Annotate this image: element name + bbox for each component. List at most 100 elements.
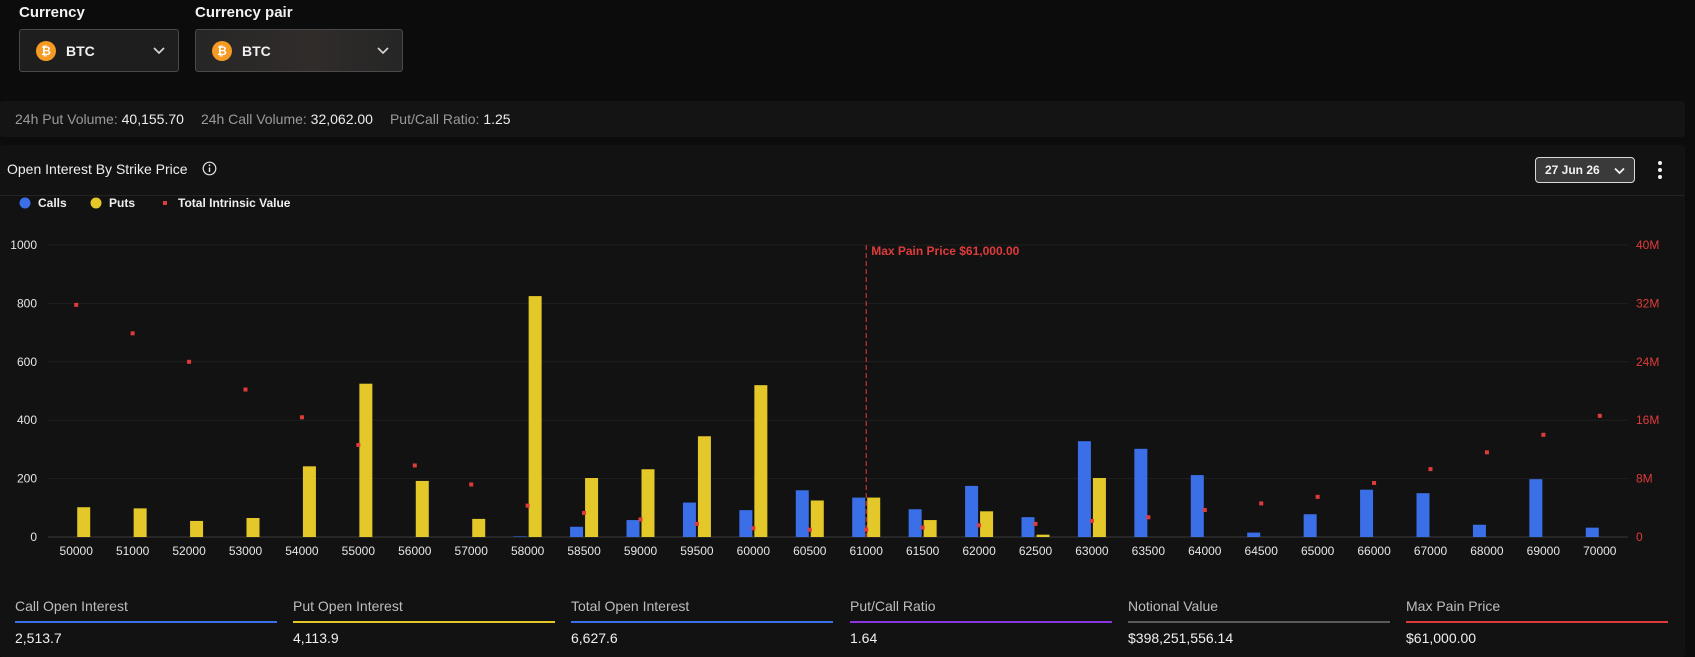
x-tick-label: 66000 bbox=[1357, 544, 1391, 558]
metric-label: Max Pain Price bbox=[1406, 598, 1501, 614]
intrinsic-point bbox=[1484, 450, 1489, 455]
x-tick-label: 67000 bbox=[1414, 544, 1448, 558]
metric-label: Call Open Interest bbox=[15, 598, 128, 614]
summary-metrics: Call Open Interest 2,513.7 Put Open Inte… bbox=[0, 590, 1695, 657]
x-tick-label: 60000 bbox=[737, 544, 771, 558]
intrinsic-point bbox=[1597, 413, 1602, 418]
x-tick-label: 61500 bbox=[906, 544, 940, 558]
intrinsic-point bbox=[356, 443, 361, 448]
x-tick-label: 65000 bbox=[1301, 544, 1335, 558]
x-tick-label: 63000 bbox=[1075, 544, 1109, 558]
metric-value: 6,627.6 bbox=[571, 630, 618, 646]
metric-label: Total Open Interest bbox=[571, 598, 690, 614]
currency-pair-label: Currency pair bbox=[195, 4, 293, 21]
currency-label: Currency bbox=[19, 4, 85, 21]
intrinsic-value-points bbox=[74, 302, 1602, 532]
metric-underline bbox=[15, 621, 277, 623]
intrinsic-point bbox=[638, 517, 643, 522]
x-tick-label: 64500 bbox=[1245, 544, 1279, 558]
metric-label: Notional Value bbox=[1128, 598, 1219, 614]
call-bar bbox=[570, 526, 584, 537]
y-tick-label: 600 bbox=[17, 355, 37, 369]
x-tick-label: 62500 bbox=[1019, 544, 1053, 558]
intrinsic-point bbox=[130, 331, 135, 336]
x-tick-label: 54000 bbox=[285, 544, 319, 558]
put-bar bbox=[415, 480, 429, 537]
intrinsic-point bbox=[74, 302, 79, 307]
max-pain-label: Max Pain Price $61,000.00 bbox=[871, 244, 1019, 258]
intrinsic-point bbox=[1259, 501, 1264, 506]
expiry-date-label: 27 Jun 26 bbox=[1545, 163, 1600, 177]
metric-put-open-interest: Put Open Interest 4,113.9 bbox=[293, 598, 555, 646]
x-tick-label: 57000 bbox=[455, 544, 489, 558]
call-bar bbox=[908, 509, 922, 537]
intrinsic-point bbox=[469, 482, 474, 487]
y2-tick-label: 0 bbox=[1636, 530, 1643, 544]
chart-grid bbox=[48, 244, 1628, 538]
legend-calls-label: Calls bbox=[38, 196, 67, 210]
currency-pair-dropdown[interactable]: ₿ BTC bbox=[195, 29, 403, 72]
intrinsic-point bbox=[187, 359, 192, 364]
intrinsic-point bbox=[751, 526, 756, 531]
currency-dropdown[interactable]: ₿ BTC bbox=[19, 29, 179, 72]
call-volume-stat: 24h Call Volume: 32,062.00 bbox=[200, 111, 373, 127]
metric-value: 2,513.7 bbox=[15, 630, 62, 646]
legend-intrinsic-label: Total Intrinsic Value bbox=[178, 196, 291, 210]
metric-underline bbox=[1406, 621, 1668, 623]
put-bar bbox=[528, 296, 542, 537]
volume-stats-bar: 24h Put Volume: 40,155.70 24h Call Volum… bbox=[0, 101, 1685, 137]
call-bar bbox=[1585, 527, 1599, 537]
intrinsic-point bbox=[525, 503, 530, 508]
more-options-icon[interactable] bbox=[1650, 158, 1670, 182]
open-interest-chart: Calls Puts Total Intrinsic Value 1000 800 60… bbox=[10, 196, 1659, 558]
x-tick-label: 70000 bbox=[1583, 544, 1617, 558]
put-bar bbox=[246, 518, 260, 537]
call-bar bbox=[1529, 479, 1543, 537]
legend-puts-swatch bbox=[90, 197, 102, 209]
metric-underline bbox=[571, 621, 833, 623]
x-tick-label: 68000 bbox=[1470, 544, 1504, 558]
chart-legend: Calls Puts Total Intrinsic Value bbox=[19, 196, 291, 210]
chart-bars bbox=[77, 296, 1599, 537]
x-tick-label: 56000 bbox=[398, 544, 432, 558]
intrinsic-point bbox=[920, 525, 925, 530]
x-tick-label: 51000 bbox=[116, 544, 150, 558]
currency-pair-group: Currency pair ₿ BTC bbox=[195, 4, 403, 72]
call-bar bbox=[1077, 441, 1091, 537]
metric-total-open-interest: Total Open Interest 6,627.6 bbox=[571, 598, 833, 646]
put-bar bbox=[980, 511, 994, 537]
x-tick-label: 55000 bbox=[342, 544, 376, 558]
intrinsic-point bbox=[807, 527, 812, 532]
intrinsic-point bbox=[1089, 518, 1094, 523]
metric-underline bbox=[293, 621, 555, 623]
call-bar bbox=[1247, 532, 1261, 537]
put-bar bbox=[1036, 534, 1050, 537]
y-tick-label: 0 bbox=[30, 530, 37, 544]
expiry-date-dropdown[interactable]: 27 Jun 26 bbox=[1535, 157, 1635, 183]
put-bar bbox=[697, 436, 711, 537]
put-bar bbox=[472, 518, 486, 537]
chevron-down-icon bbox=[1614, 167, 1625, 175]
metric-put-call-ratio: Put/Call Ratio 1.64 bbox=[850, 598, 1112, 646]
call-bar bbox=[852, 497, 866, 537]
metric-label: Put Open Interest bbox=[293, 598, 403, 614]
x-tick-label: 64000 bbox=[1188, 544, 1222, 558]
metric-value: $398,251,556.14 bbox=[1128, 630, 1234, 646]
x-tick-label: 59000 bbox=[624, 544, 658, 558]
y2-tick-label: 40M bbox=[1636, 238, 1659, 252]
legend-puts-label: Puts bbox=[109, 196, 135, 210]
intrinsic-point bbox=[1202, 507, 1207, 512]
put-bar bbox=[810, 500, 824, 537]
call-bar bbox=[513, 536, 527, 537]
x-tick-label: 53000 bbox=[229, 544, 263, 558]
put-call-ratio-stat: Put/Call Ratio: 1.25 bbox=[389, 111, 511, 127]
x-tick-label: 58000 bbox=[511, 544, 545, 558]
put-bar bbox=[77, 507, 91, 537]
currency-value: BTC bbox=[66, 42, 95, 59]
bitcoin-icon: ₿ bbox=[36, 40, 56, 61]
legend-calls-swatch bbox=[19, 197, 31, 209]
metric-value: $61,000.00 bbox=[1406, 630, 1477, 646]
x-tick-label: 61000 bbox=[850, 544, 884, 558]
panel-title: Open Interest By Strike Price bbox=[7, 161, 188, 177]
info-icon[interactable] bbox=[202, 161, 217, 176]
